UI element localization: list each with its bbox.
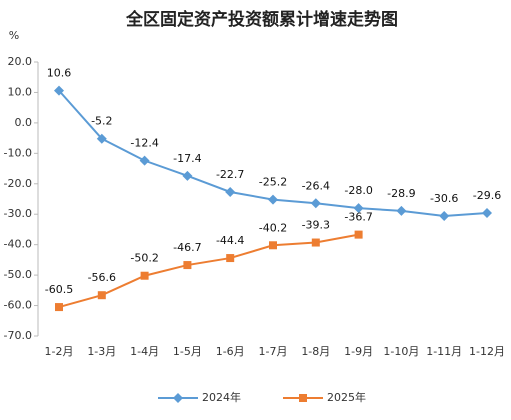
y-tick-label: -60.0 [4, 299, 32, 312]
data-label: -44.4 [216, 234, 244, 247]
point [310, 198, 321, 209]
y-tick-label: 0.0 [15, 116, 33, 129]
chart-title: 全区固定资产投资额累计增速走势图 [125, 9, 398, 30]
data-label: -30.6 [430, 192, 458, 205]
data-label: -39.3 [302, 219, 330, 232]
point [396, 205, 407, 216]
data-label: -12.4 [130, 137, 158, 150]
point [299, 394, 307, 402]
x-tick-label: 1-9月 [344, 345, 373, 358]
data-label: -17.4 [173, 152, 201, 165]
point [439, 211, 450, 222]
data-label: -28.9 [387, 187, 415, 200]
data-label: -26.4 [302, 179, 330, 192]
y-tick-label: 10.0 [8, 85, 33, 98]
y-tick-label: -30.0 [4, 207, 32, 220]
x-tick-label: 1-10月 [383, 345, 419, 358]
y-tick-label: -50.0 [4, 268, 32, 281]
data-label: 10.6 [47, 67, 72, 80]
point [354, 230, 363, 239]
point [183, 261, 192, 270]
x-tick-label: 1-6月 [216, 345, 245, 358]
y-tick-label: -40.0 [4, 238, 32, 251]
legend-label: 2024年 [202, 390, 241, 404]
data-label: -5.2 [91, 115, 112, 128]
data-label: -22.7 [216, 168, 244, 181]
point [140, 271, 149, 280]
data-label: -60.5 [45, 283, 73, 296]
x-tick-label: 1-3月 [87, 345, 116, 358]
point [225, 186, 236, 197]
data-label: -25.2 [259, 176, 287, 189]
x-tick-label: 1-2月 [45, 345, 74, 358]
data-label: -28.0 [344, 184, 372, 197]
point [268, 194, 278, 205]
x-tick-label: 1-12月 [469, 345, 505, 358]
y-unit: % [9, 29, 19, 42]
y-tick-label: -20.0 [4, 177, 32, 190]
data-label: -29.6 [473, 189, 501, 202]
point [269, 241, 277, 250]
data-label: -36.7 [344, 211, 372, 224]
legend-label: 2025年 [327, 390, 366, 404]
y-tick-label: 20.0 [8, 55, 33, 68]
point [96, 133, 107, 144]
series-line [58, 233, 359, 309]
x-tick-label: 1-5月 [173, 345, 202, 358]
point [311, 238, 320, 247]
point [139, 155, 150, 166]
point [353, 203, 364, 214]
point [97, 291, 106, 300]
data-label: -46.7 [173, 241, 201, 254]
x-tick-label: 1-4月 [130, 345, 159, 358]
x-tick-label: 1-11月 [426, 345, 462, 358]
y-tick-label: -70.0 [4, 329, 32, 342]
data-label: -40.2 [259, 221, 287, 234]
point [482, 208, 492, 219]
y-tick-label: -10.0 [4, 146, 32, 159]
data-label: -56.6 [88, 271, 116, 284]
point [226, 254, 235, 263]
point [54, 85, 64, 96]
x-tick-label: 1-7月 [259, 345, 288, 358]
point [173, 393, 183, 403]
x-tick-label: 1-8月 [301, 345, 330, 358]
data-label: -50.2 [130, 252, 158, 265]
point [182, 170, 193, 181]
point [55, 303, 63, 312]
